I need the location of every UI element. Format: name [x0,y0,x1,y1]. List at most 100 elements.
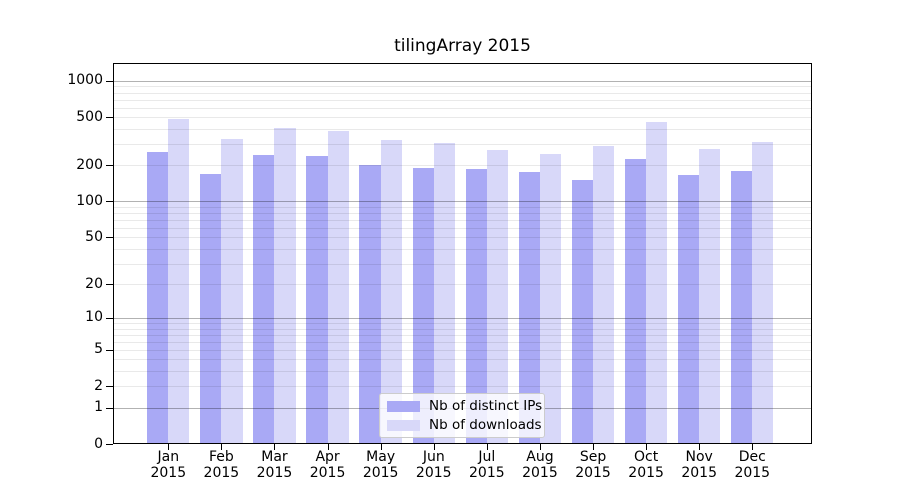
x-tick-month: Feb [208,449,234,465]
bar-distinct-ips-jan [147,151,169,444]
y-tick-100 [106,201,113,202]
x-tick-year: 2015 [256,465,293,481]
x-tick-jan [168,444,170,450]
y-tick-label-500: 500 [76,108,103,125]
legend-label-downloads: Nb of downloads [429,417,542,433]
y-tick-label-50: 50 [85,228,103,245]
x-tick-month: Nov [685,449,713,465]
gridline-major-100 [113,201,812,203]
gridline-minor-80 [113,213,812,215]
bar-distinct-ips-apr [306,155,328,444]
bar-downloads-feb [221,139,243,444]
x-tick-label-feb: Feb 2015 [194,449,248,481]
y-tick-label-10: 10 [85,309,103,326]
bar-distinct-ips-jul [465,169,487,444]
y-tick-label-100: 100 [76,192,103,209]
bar-distinct-ips-feb [200,173,222,444]
bar-downloads-oct [646,122,668,444]
gridline-minor-20 [113,284,812,285]
bar-downloads-dec [752,142,774,444]
gridline-minor-5 [113,349,812,351]
x-tick-label-oct: Oct 2015 [619,449,673,481]
x-tick-label-may: May 2015 [354,449,408,481]
y-tick-label-1000: 1000 [67,72,103,89]
gridline-minor-30 [113,263,812,265]
x-tick-month: Aug [526,449,554,465]
bar-downloads-may [380,140,402,444]
bar-distinct-ips-mar [253,154,275,444]
legend-swatch-distinct-ips [387,400,420,412]
y-tick-1 [106,408,113,409]
gridline-minor-4 [113,359,812,361]
x-tick-month: Oct [634,449,659,465]
x-tick-label-jun: Jun 2015 [407,449,461,481]
x-tick-year: 2015 [309,465,346,481]
x-tick-month: Sep [579,449,607,465]
x-tick-nov [699,444,701,450]
x-tick-mar [274,444,276,450]
legend-row-downloads: Nb of downloads [387,417,544,433]
x-tick-may [380,444,382,450]
x-tick-year: 2015 [469,465,505,481]
y-tick-5 [106,350,113,351]
legend-swatch-downloads [387,419,420,431]
gridline-major-1000 [113,80,812,82]
x-tick-aug [539,444,541,450]
y-tick-1000 [106,81,113,82]
gridline-minor-900 [113,86,812,88]
gridline-minor-7 [113,334,812,336]
y-tick-label-200: 200 [76,156,103,173]
y-tick-2 [106,386,113,387]
x-tick-month: May [366,449,396,465]
y-tick-label-2: 2 [94,377,103,394]
x-tick-year: 2015 [575,465,611,481]
gridline-minor-600 [113,107,812,109]
x-tick-label-dec: Dec 2015 [725,449,779,481]
gridline-minor-50 [113,237,812,239]
x-tick-year: 2015 [681,465,717,481]
y-tick-200 [106,165,113,166]
chart-title: tilingArray 2015 [394,36,531,56]
gridline-minor-3 [113,371,812,373]
gridline-minor-70 [113,219,812,221]
x-tick-year: 2015 [415,465,452,481]
bar-downloads-mar [274,127,296,444]
x-tick-label-apr: Apr 2015 [301,449,355,481]
bar-distinct-ips-nov [678,175,700,444]
bar-distinct-ips-aug [518,171,540,444]
gridline-minor-400 [113,129,812,131]
x-tick-label-nov: Nov 2015 [672,449,726,481]
gridline-minor-800 [113,92,812,94]
bar-downloads-jun [433,142,455,444]
bar-distinct-ips-jun [412,168,434,444]
x-tick-month: Dec [738,449,766,465]
x-tick-year: 2015 [150,465,187,481]
y-tick-label-5: 5 [94,341,103,358]
y-tick-20 [106,284,113,285]
x-tick-oct [646,444,648,450]
x-tick-month: Jul [478,449,496,465]
bar-distinct-ips-dec [731,171,753,444]
legend-label-distinct-ips: Nb of distinct IPs [429,398,543,414]
x-tick-jun [433,444,435,450]
gridline-minor-8 [113,328,812,330]
gridline-minor-6 [113,341,812,343]
gridline-minor-9 [113,323,812,324]
gridline-minor-60 [113,227,812,229]
x-tick-label-jul: Jul 2015 [460,449,514,481]
x-tick-apr [327,444,329,450]
bar-downloads-sep [593,146,615,444]
x-tick-label-jan: Jan 2015 [141,449,195,481]
gridline-minor-200 [113,165,812,167]
x-tick-sep [593,444,595,450]
x-tick-jul [486,444,488,450]
bar-downloads-aug [539,154,562,444]
gridline-minor-40 [113,248,812,250]
legend-row-distinct-ips: Nb of distinct IPs [387,398,544,414]
gridline-minor-300 [113,144,812,146]
bar-distinct-ips-may [359,165,381,444]
y-tick-label-0: 0 [94,435,103,452]
bar-distinct-ips-oct [624,159,647,444]
x-tick-month: Jan [157,449,180,465]
y-tick-label-20: 20 [85,275,103,292]
